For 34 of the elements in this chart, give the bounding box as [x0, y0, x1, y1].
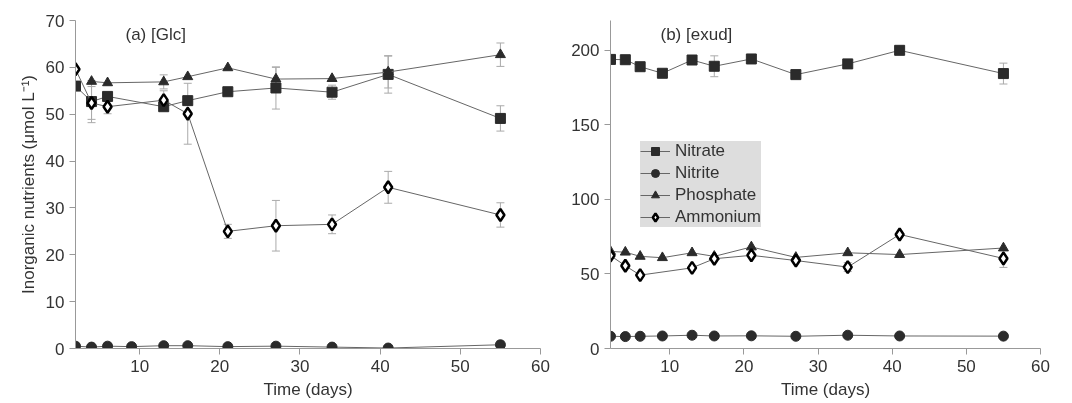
x-tick-label: 10 [660, 356, 680, 376]
y-tick-label: 50 [580, 264, 600, 284]
x-tick-label: 40 [882, 356, 902, 376]
x-tick-label: 50 [450, 356, 470, 376]
y-tick-label: 100 [571, 190, 600, 210]
y-tick-label: 30 [45, 198, 65, 218]
y-tick-label: 10 [45, 292, 65, 312]
y-tick-label: 0 [590, 339, 600, 359]
y-tick-label: 60 [45, 58, 65, 78]
x-tick-label: 60 [1031, 356, 1050, 376]
x-axis-title: Time (days) [780, 379, 871, 399]
legend-label: Nitrate [675, 141, 726, 161]
chart-title: (b) [exud] [660, 25, 733, 44]
x-tick-label: 40 [370, 356, 390, 376]
legend-label: Nitrite [675, 163, 720, 183]
y-tick-label: 150 [571, 115, 600, 135]
chart-title: (a) [Glc] [125, 25, 186, 44]
x-tick-label: 50 [956, 356, 976, 376]
x-tick-label: 30 [290, 356, 310, 376]
x-tick-label: 30 [808, 356, 828, 376]
x-tick-label: 20 [210, 356, 230, 376]
x-axis-title: Time (days) [263, 379, 353, 399]
y-tick-label: 40 [45, 152, 65, 172]
y-tick-label: 70 [45, 11, 65, 31]
legend-label: Phosphate [675, 185, 757, 205]
y-tick-label: 200 [571, 41, 600, 61]
y-tick-label: 0 [55, 339, 65, 359]
x-tick-label: 20 [734, 356, 754, 376]
y-tick-label: 50 [45, 105, 65, 125]
x-tick-label: 10 [130, 356, 150, 376]
x-tick-label: 60 [531, 356, 550, 376]
y-tick-label: 20 [45, 245, 65, 265]
legend-label: Ammonium [675, 207, 761, 227]
y-axis-title: Inorganic nutrients (μmol L⁻¹) [18, 75, 38, 294]
